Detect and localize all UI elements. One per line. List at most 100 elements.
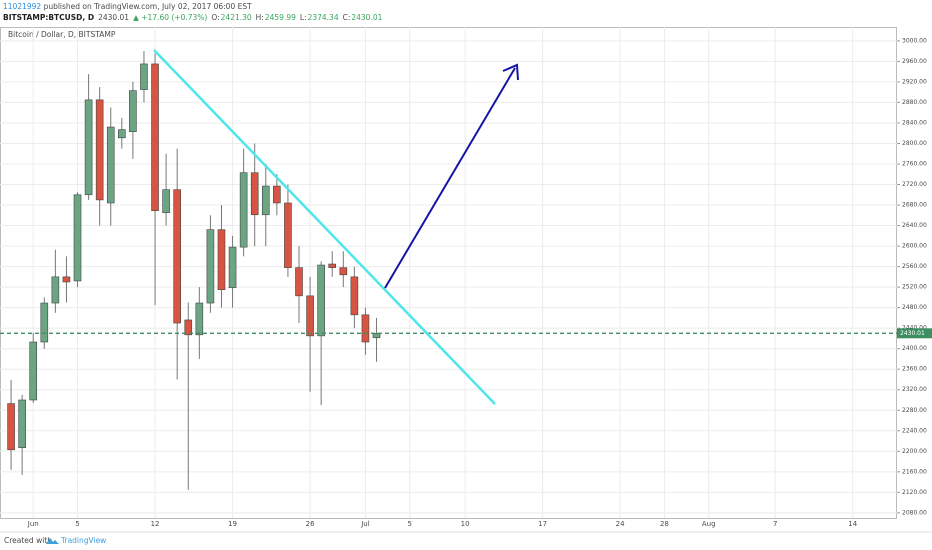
ohlc: O:2421.30 H:2459.99 L:2374.34 C:2430.01 <box>211 13 382 22</box>
footer-created: Created with <box>4 536 52 545</box>
candle-body <box>317 264 325 337</box>
candle-body <box>250 172 259 216</box>
candle-body <box>306 295 314 337</box>
y-tick-label: 2800.00 <box>902 140 927 147</box>
candle-body <box>184 319 193 336</box>
change: ▲ +17.60 (+0.73%) <box>133 13 207 22</box>
arrow-head <box>502 63 519 81</box>
last-price-label: 2430.01 <box>900 330 925 337</box>
candle-body <box>372 332 381 339</box>
y-tick-label: 2200.00 <box>902 448 927 455</box>
chart-legend: Bitcoin / Dollar, D, BITSTAMP <box>8 30 116 39</box>
header-line: 11021992 published on TradingView.com, J… <box>3 2 252 11</box>
candle-body <box>239 172 248 248</box>
x-tick-label: 28 <box>660 520 669 528</box>
candle-body <box>51 276 60 304</box>
x-tick-label: Jul <box>360 520 370 528</box>
y-tick-label: 2240.00 <box>902 427 927 434</box>
candle-body <box>140 63 148 90</box>
candle-body <box>162 189 170 214</box>
candle-body <box>328 263 337 268</box>
candle-body <box>284 202 292 268</box>
y-tick-label: 2080.00 <box>902 509 927 516</box>
y-tick-label: 2160.00 <box>902 468 927 475</box>
candle-body <box>151 63 159 211</box>
candle-body <box>84 99 93 196</box>
x-tick-label: 12 <box>151 520 160 528</box>
ohlc-key: C: <box>343 13 351 22</box>
candle-body <box>261 185 270 216</box>
candle-body <box>7 403 15 451</box>
x-tick-label: 7 <box>773 520 777 528</box>
footer-brand: TradingView <box>60 536 106 545</box>
candle-body <box>228 246 237 288</box>
x-tick-label: 5 <box>75 520 79 528</box>
candle-body <box>350 276 359 316</box>
x-tick-label: Aug <box>702 520 716 528</box>
y-tick-label: 2960.00 <box>902 58 927 65</box>
candle-body <box>106 126 115 204</box>
y-tick-label: 2480.00 <box>902 304 927 311</box>
x-tick-label: Jun <box>27 520 39 528</box>
plot-border <box>0 27 897 519</box>
x-tick-label: 26 <box>306 520 315 528</box>
y-tick-label: 2400.00 <box>902 345 927 352</box>
y-tick-label: 2720.00 <box>902 181 927 188</box>
trend-line <box>153 49 496 405</box>
last-price: 2430.01 <box>98 13 129 22</box>
candle-body <box>173 189 181 324</box>
y-tick-label: 2680.00 <box>902 202 927 209</box>
y-tick-label: 2600.00 <box>902 243 927 250</box>
candle-body <box>206 229 215 304</box>
y-tick-label: 2640.00 <box>902 222 927 229</box>
ohlc-key: L: <box>300 13 307 22</box>
y-tick-label: 2360.00 <box>902 366 927 373</box>
ohlc-value: 2374.34 <box>308 13 339 22</box>
published: published on TradingView.com, July 02, 2… <box>41 2 252 11</box>
ohlc-value: 2459.99 <box>265 13 296 22</box>
candle-body <box>40 302 49 343</box>
y-tick-label: 2280.00 <box>902 407 927 414</box>
y-tick-label: 2120.00 <box>902 489 927 496</box>
author: 11021992 <box>3 2 41 11</box>
ohlc-value: 2421.30 <box>221 13 252 22</box>
y-tick-label: 2520.00 <box>902 284 927 291</box>
candle-body <box>18 399 26 449</box>
y-tick-label: 2840.00 <box>902 119 927 126</box>
y-tick-label: 2440.00 <box>902 325 927 332</box>
y-tick-label: 2880.00 <box>902 99 927 106</box>
x-tick-label: 14 <box>848 520 857 528</box>
y-tick-label: 2320.00 <box>902 386 927 393</box>
x-tick-label: 19 <box>228 520 237 528</box>
y-tick-label: 3000.00 <box>902 37 927 44</box>
candle-body <box>361 314 370 343</box>
ohlc-key: H: <box>256 13 264 22</box>
x-tick-label: 5 <box>408 520 412 528</box>
y-tick-label: 2920.00 <box>902 78 927 85</box>
candle-body <box>62 276 71 283</box>
candle-body <box>273 185 281 204</box>
x-tick-label: 17 <box>538 520 547 528</box>
candle-body <box>195 302 204 336</box>
symbol-line: BITSTAMP:BTCUSD, D 2430.01 ▲ +17.60 (+0.73… <box>3 13 383 22</box>
footer-logo <box>46 538 59 544</box>
y-tick-label: 2560.00 <box>902 263 927 270</box>
candle-body <box>217 229 226 290</box>
x-tick-label: 24 <box>616 520 625 528</box>
ohlc-value: 2430.01 <box>351 13 382 22</box>
candle-body <box>339 267 348 276</box>
candle-body <box>129 90 137 132</box>
symbol: BITSTAMP:BTCUSD, D <box>3 13 94 22</box>
x-tick-label: 10 <box>461 520 470 528</box>
ohlc-key: O: <box>211 13 219 22</box>
candle-body <box>29 341 38 401</box>
candle-body <box>95 99 104 201</box>
candle-body <box>295 267 303 297</box>
last-price-tag <box>897 328 932 339</box>
arrow-line <box>384 67 516 289</box>
y-tick-label: 2760.00 <box>902 160 927 167</box>
candle-body <box>118 129 126 139</box>
candle-body <box>73 194 82 282</box>
